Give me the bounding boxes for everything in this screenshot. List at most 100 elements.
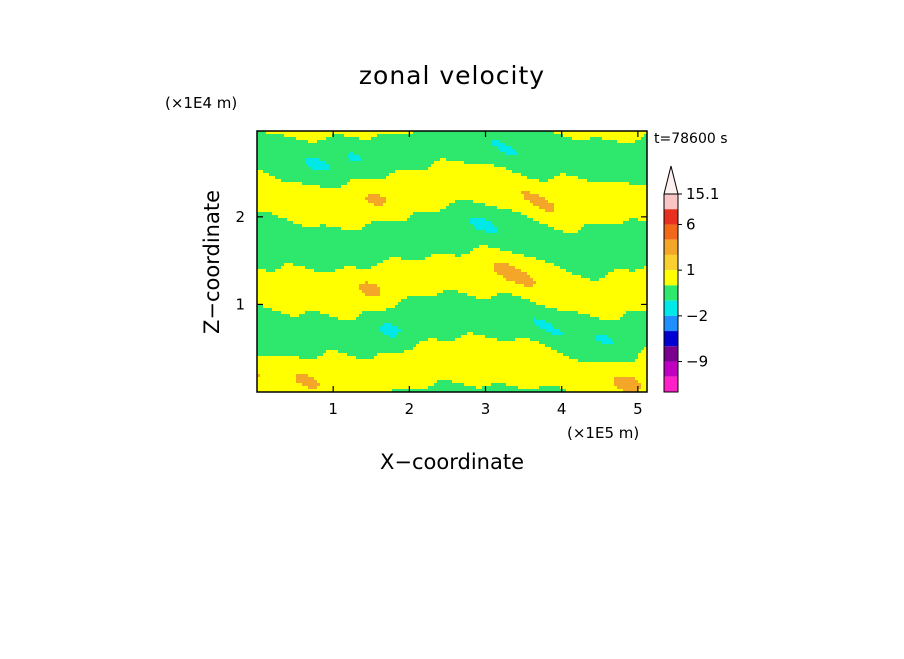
field-cell: [383, 227, 387, 231]
field-cell: [407, 185, 411, 189]
field-cell: [437, 185, 441, 189]
field-cell: [515, 209, 519, 213]
field-cell: [533, 236, 537, 240]
field-cell: [431, 233, 435, 237]
field-cell: [452, 224, 456, 228]
field-cell: [449, 239, 453, 243]
field-cell: [575, 170, 579, 174]
field-cell: [269, 152, 273, 156]
field-cell: [296, 149, 300, 153]
field-cell: [281, 224, 285, 228]
field-cell: [290, 200, 294, 204]
field-cell: [638, 188, 642, 192]
field-cell: [488, 236, 492, 240]
field-cell: [425, 179, 429, 183]
field-cell: [371, 155, 375, 159]
field-cell: [281, 239, 285, 243]
field-cell: [593, 134, 597, 138]
field-cell: [272, 179, 276, 183]
field-cell: [593, 140, 597, 144]
field-cell: [605, 143, 609, 147]
field-cell: [272, 227, 276, 231]
field-cell: [302, 245, 306, 249]
field-cell: [440, 158, 444, 162]
field-cell: [326, 221, 330, 225]
field-cell: [560, 191, 564, 195]
field-cell: [260, 131, 264, 135]
field-cell: [269, 203, 273, 207]
field-cell: [494, 218, 498, 222]
field-cell: [392, 143, 396, 147]
field-cell: [290, 152, 294, 156]
field-cell: [638, 152, 642, 156]
field-cell: [284, 173, 288, 177]
field-cell: [281, 227, 285, 231]
field-cell: [305, 218, 309, 222]
field-cell: [455, 203, 459, 207]
field-cell: [638, 146, 642, 150]
field-cell: [488, 167, 492, 171]
field-cell: [308, 188, 312, 192]
field-cell: [347, 158, 351, 162]
field-cell: [350, 140, 354, 144]
field-cell: [266, 188, 270, 192]
field-cell: [449, 209, 453, 213]
field-cell: [557, 179, 561, 183]
field-cell: [404, 194, 408, 198]
field-cell: [563, 197, 567, 201]
field-cell: [569, 173, 573, 177]
field-cell: [563, 173, 567, 177]
field-cell: [539, 233, 543, 237]
field-cell: [290, 149, 294, 153]
field-cell: [257, 194, 261, 198]
field-cell: [635, 152, 639, 156]
field-cell: [425, 218, 429, 222]
field-cell: [497, 239, 501, 243]
field-cell: [287, 239, 291, 243]
field-cell: [530, 179, 534, 183]
field-cell: [386, 155, 390, 159]
field-cell: [344, 140, 348, 144]
field-cell: [602, 158, 606, 162]
field-cell: [314, 245, 318, 249]
field-cell: [383, 218, 387, 222]
field-cell: [626, 197, 630, 201]
field-cell: [296, 227, 300, 231]
field-cell: [284, 215, 288, 219]
field-cell: [320, 200, 324, 204]
field-cell: [431, 197, 435, 201]
field-cell: [635, 200, 639, 204]
field-cell: [353, 227, 357, 231]
field-cell: [353, 173, 357, 177]
field-cell: [479, 215, 483, 219]
field-cell: [368, 194, 372, 198]
field-cell: [635, 224, 639, 228]
field-cell: [371, 218, 375, 222]
field-cell: [635, 239, 639, 243]
field-cell: [611, 179, 615, 183]
field-cell: [587, 170, 591, 174]
field-cell: [269, 131, 273, 135]
field-cell: [560, 164, 564, 168]
field-cell: [329, 176, 333, 180]
field-cell: [515, 185, 519, 189]
field-cell: [347, 221, 351, 225]
field-cell: [302, 152, 306, 156]
field-cell: [551, 179, 555, 183]
field-cell: [551, 197, 555, 201]
field-cell: [347, 140, 351, 144]
field-cell: [428, 179, 432, 183]
field-cell: [584, 242, 588, 246]
field-cell: [272, 224, 276, 228]
field-cell: [494, 134, 498, 138]
field-cell: [617, 212, 621, 216]
field-cell: [422, 239, 426, 243]
field-cell: [581, 221, 585, 225]
field-cell: [560, 233, 564, 237]
field-cell: [458, 194, 462, 198]
field-cell: [488, 170, 492, 174]
field-cell: [536, 239, 540, 243]
field-cell: [329, 242, 333, 246]
field-cell: [347, 185, 351, 189]
field-cell: [257, 242, 261, 246]
